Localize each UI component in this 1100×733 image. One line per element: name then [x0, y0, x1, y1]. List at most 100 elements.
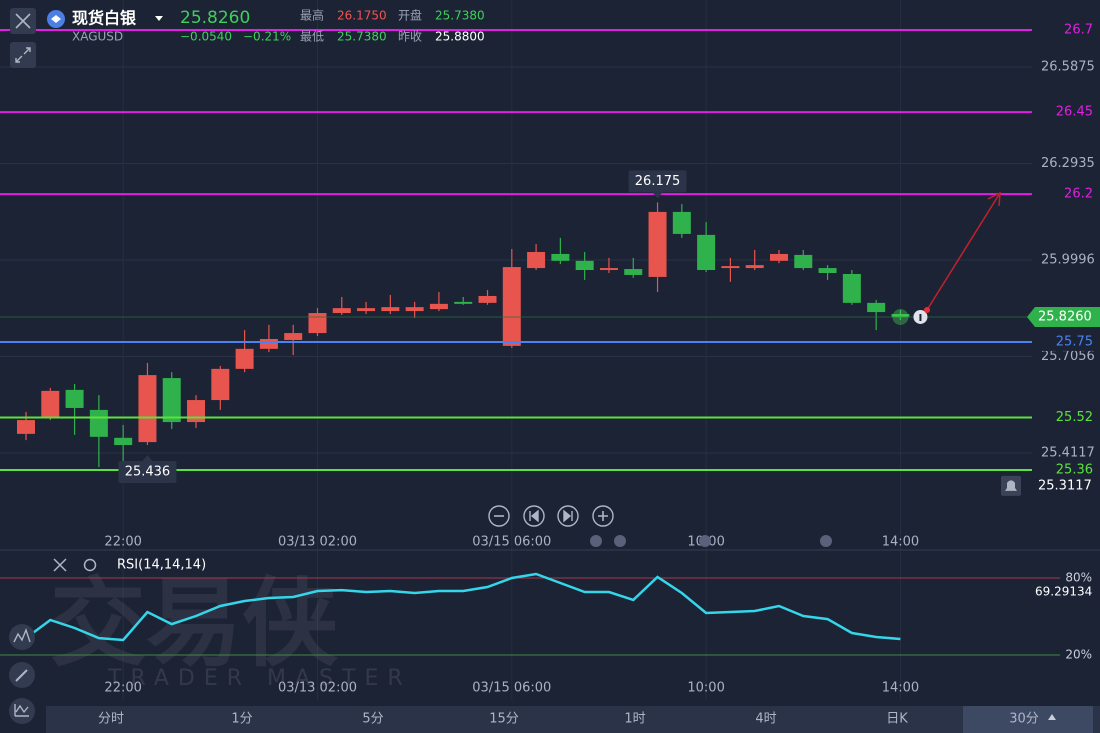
x-tick-label: 03/13 02:00 [278, 535, 357, 550]
instrument-name[interactable]: 现货白银 [72, 9, 137, 28]
level-label: 25.75 [1056, 334, 1093, 349]
go-start-icon [529, 509, 539, 523]
candle-body [672, 211, 691, 234]
candle-body [721, 266, 740, 269]
candle-body [891, 314, 910, 317]
dropdown-arrow[interactable] [155, 16, 163, 21]
y-tick-label: 25.4117 [1041, 446, 1095, 461]
x-tick-label: 03/13 02:00 [278, 681, 357, 696]
tab[interactable]: 15分 [489, 712, 519, 727]
event-marker[interactable] [699, 535, 711, 547]
arrow-head [987, 191, 1001, 207]
event-marker[interactable] [590, 535, 602, 547]
candle-body [648, 211, 667, 277]
stat-label: 开盘 [398, 8, 422, 23]
extreme-pointer [652, 192, 663, 199]
tab[interactable]: 5分 [362, 712, 383, 727]
candle-body [284, 333, 303, 340]
level-label: 25.52 [1056, 410, 1093, 425]
rsi-line [25, 572, 901, 642]
stats: 最高 26.1750 开盘 25.7380 最低 25.7380 昨收 25.8800 [300, 8, 485, 44]
current-price-label: 25.8260 [1038, 309, 1092, 324]
indicator-icon [14, 704, 29, 717]
x-tick-label: 22:00 [104, 681, 141, 696]
bell-icon [1005, 480, 1017, 491]
shrink-button[interactable] [10, 42, 36, 68]
candle-body [769, 253, 788, 261]
candle-body [478, 295, 497, 303]
candle-body [357, 308, 376, 312]
rsi-close[interactable] [53, 558, 67, 572]
tab[interactable]: 日K [886, 712, 908, 727]
level-tag [1033, 461, 1100, 480]
extreme-box [628, 170, 687, 193]
stat-value: 25.7380 [435, 9, 485, 23]
candle-body [502, 267, 521, 346]
stat-label: 最高 [300, 8, 324, 23]
level-tag [1033, 408, 1100, 427]
extreme-label: 26.175 [635, 174, 681, 189]
candle-body [17, 420, 35, 434]
go-start[interactable] [523, 505, 545, 527]
zoom-out[interactable] [488, 505, 510, 527]
level-tag [1033, 103, 1100, 122]
tool-icon [13, 627, 31, 643]
stat-value: 25.7380 [337, 30, 387, 44]
change: −0.0540 [180, 30, 232, 44]
candle-body [745, 265, 764, 269]
candle-body [89, 409, 108, 437]
stat-label: 最低 [300, 30, 324, 44]
zoom-in[interactable] [592, 505, 614, 527]
extreme-box [118, 461, 177, 484]
tab-bar [46, 706, 1100, 733]
rsi-level-label: 20% [1065, 647, 1092, 661]
left-toolbar [9, 624, 35, 724]
candle-body [624, 269, 643, 275]
y-tick-label: 26.2935 [1041, 156, 1095, 171]
arrow-anchor [924, 307, 930, 313]
indicator-button[interactable] [9, 698, 35, 724]
candle-body [575, 260, 594, 271]
watermark: 交易侠 TRADER MASTER [50, 567, 403, 691]
level-label: 25.36 [1056, 463, 1093, 478]
candle-body [527, 251, 546, 269]
level-label: 26.7 [1064, 23, 1093, 38]
candle-body [65, 389, 84, 408]
candle-body [138, 375, 157, 443]
header: 现货白银 25.8260 XAGUSD −0.0540 −0.21% [10, 8, 291, 68]
tab[interactable]: 4时 [755, 712, 776, 727]
y-tick-label: 25.9996 [1041, 252, 1095, 267]
candle-body [41, 390, 60, 419]
event-marker[interactable] [820, 535, 832, 547]
current-price-tag [1027, 306, 1100, 327]
level-tag [1033, 332, 1100, 351]
rsi-label: RSI(14,14,14) [117, 558, 206, 573]
tool-button[interactable] [9, 624, 35, 650]
candle-body [405, 307, 424, 312]
event-marker[interactable] [614, 535, 626, 547]
candle-body [794, 254, 813, 269]
level-tag [1033, 21, 1100, 39]
tab[interactable]: 1时 [624, 712, 645, 727]
y-tick-label: 25.7056 [1041, 349, 1095, 364]
stat-label: 昨收 [398, 30, 422, 44]
tab[interactable]: 30分 [1009, 712, 1039, 727]
x-tick-label: 22:00 [104, 535, 141, 550]
rsi-readout-box [1030, 584, 1100, 601]
candle-body [211, 368, 230, 401]
candle-body [162, 378, 181, 423]
tab[interactable]: 分时 [98, 712, 124, 727]
level-label: 26.2 [1064, 187, 1093, 202]
candle-body [332, 308, 351, 314]
grid [0, 0, 1032, 700]
tab[interactable]: 1分 [231, 712, 252, 727]
candle-body [697, 234, 716, 271]
zoom-in-icon [598, 511, 608, 521]
level-tag [1033, 185, 1100, 204]
rsi-settings[interactable] [83, 558, 97, 572]
go-end[interactable] [557, 505, 579, 527]
change-pct: −0.21% [243, 30, 291, 44]
